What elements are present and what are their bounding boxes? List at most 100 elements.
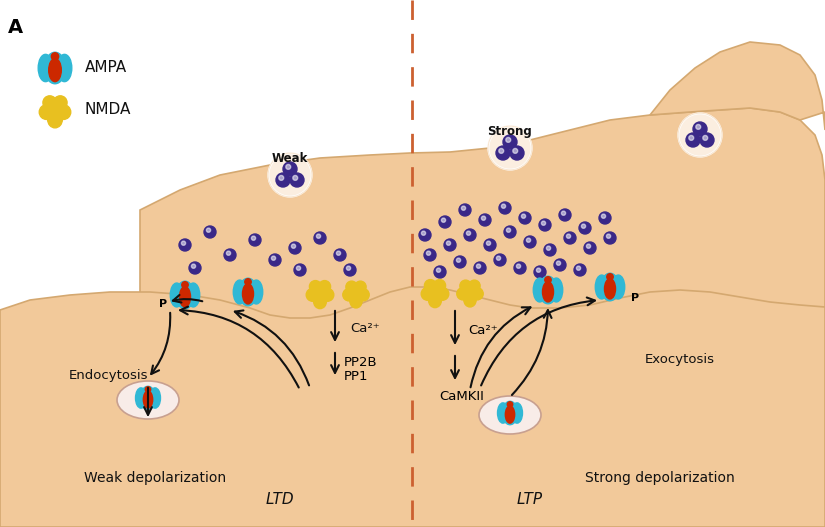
Ellipse shape xyxy=(471,288,483,300)
Circle shape xyxy=(479,214,491,226)
Text: Weak: Weak xyxy=(271,152,309,165)
Text: PP1: PP1 xyxy=(344,370,369,384)
Circle shape xyxy=(507,228,511,232)
Circle shape xyxy=(513,149,518,153)
Circle shape xyxy=(224,249,236,261)
Circle shape xyxy=(444,239,456,251)
Circle shape xyxy=(601,214,606,218)
Circle shape xyxy=(226,251,231,255)
Ellipse shape xyxy=(506,406,515,423)
Polygon shape xyxy=(650,42,825,130)
Ellipse shape xyxy=(135,388,147,408)
Ellipse shape xyxy=(233,280,246,304)
Circle shape xyxy=(424,249,436,261)
Ellipse shape xyxy=(43,96,57,110)
Ellipse shape xyxy=(355,281,366,292)
Circle shape xyxy=(564,232,576,244)
Ellipse shape xyxy=(314,287,327,299)
Circle shape xyxy=(269,254,281,266)
Ellipse shape xyxy=(424,280,436,291)
Circle shape xyxy=(536,268,540,272)
Circle shape xyxy=(422,231,426,235)
Circle shape xyxy=(337,251,341,255)
Circle shape xyxy=(506,138,511,142)
Circle shape xyxy=(294,264,306,276)
Circle shape xyxy=(487,241,491,245)
Circle shape xyxy=(494,254,506,266)
Text: Exocytosis: Exocytosis xyxy=(645,354,715,366)
Circle shape xyxy=(276,173,290,187)
Ellipse shape xyxy=(544,277,551,283)
Circle shape xyxy=(526,238,530,242)
Text: Endocytosis: Endocytosis xyxy=(68,368,148,382)
Circle shape xyxy=(179,239,191,251)
Circle shape xyxy=(419,229,431,241)
Ellipse shape xyxy=(606,274,613,280)
Ellipse shape xyxy=(428,293,441,308)
Circle shape xyxy=(488,126,532,170)
Ellipse shape xyxy=(309,280,322,292)
Circle shape xyxy=(290,173,304,187)
Circle shape xyxy=(317,234,321,238)
Text: Strong depolarization: Strong depolarization xyxy=(585,471,735,485)
Circle shape xyxy=(249,234,261,246)
Circle shape xyxy=(561,211,566,216)
Text: A: A xyxy=(8,18,23,37)
Ellipse shape xyxy=(343,289,355,301)
Circle shape xyxy=(459,204,471,216)
Circle shape xyxy=(695,124,700,129)
Ellipse shape xyxy=(117,381,179,419)
Ellipse shape xyxy=(49,58,61,82)
Ellipse shape xyxy=(434,280,446,291)
Circle shape xyxy=(539,219,551,231)
Circle shape xyxy=(502,204,506,208)
Circle shape xyxy=(678,113,722,157)
Text: CaMKII: CaMKII xyxy=(440,390,484,403)
Ellipse shape xyxy=(596,275,608,299)
Circle shape xyxy=(268,153,312,197)
Ellipse shape xyxy=(56,105,71,120)
Text: P: P xyxy=(631,293,639,303)
Ellipse shape xyxy=(346,281,357,292)
Polygon shape xyxy=(0,287,825,527)
Circle shape xyxy=(606,234,610,238)
Ellipse shape xyxy=(321,288,334,301)
Circle shape xyxy=(496,146,510,160)
Ellipse shape xyxy=(601,273,620,301)
Circle shape xyxy=(541,221,545,226)
Circle shape xyxy=(584,242,596,254)
Circle shape xyxy=(519,212,531,224)
Circle shape xyxy=(296,266,300,270)
Circle shape xyxy=(314,232,326,244)
Circle shape xyxy=(534,266,546,278)
Ellipse shape xyxy=(149,388,161,408)
Ellipse shape xyxy=(314,294,327,309)
Text: Ca²⁺: Ca²⁺ xyxy=(350,321,380,335)
Ellipse shape xyxy=(145,387,151,392)
Circle shape xyxy=(334,249,346,261)
Circle shape xyxy=(559,209,571,221)
Circle shape xyxy=(427,251,431,255)
Ellipse shape xyxy=(502,401,518,425)
Circle shape xyxy=(436,268,441,272)
Circle shape xyxy=(587,244,591,248)
Ellipse shape xyxy=(250,280,262,304)
Circle shape xyxy=(344,264,356,276)
Circle shape xyxy=(604,232,616,244)
Circle shape xyxy=(484,239,496,251)
Ellipse shape xyxy=(57,54,72,82)
Ellipse shape xyxy=(497,403,508,423)
Text: P: P xyxy=(159,299,167,309)
Circle shape xyxy=(182,241,186,245)
Ellipse shape xyxy=(479,396,541,434)
Circle shape xyxy=(204,226,216,238)
Ellipse shape xyxy=(51,53,59,60)
Ellipse shape xyxy=(612,275,625,299)
Circle shape xyxy=(252,236,256,240)
Circle shape xyxy=(556,261,561,265)
Text: Ca²⁺: Ca²⁺ xyxy=(468,324,497,337)
Ellipse shape xyxy=(539,276,557,304)
Circle shape xyxy=(466,231,470,235)
Text: LTD: LTD xyxy=(266,493,295,508)
Ellipse shape xyxy=(144,391,153,408)
